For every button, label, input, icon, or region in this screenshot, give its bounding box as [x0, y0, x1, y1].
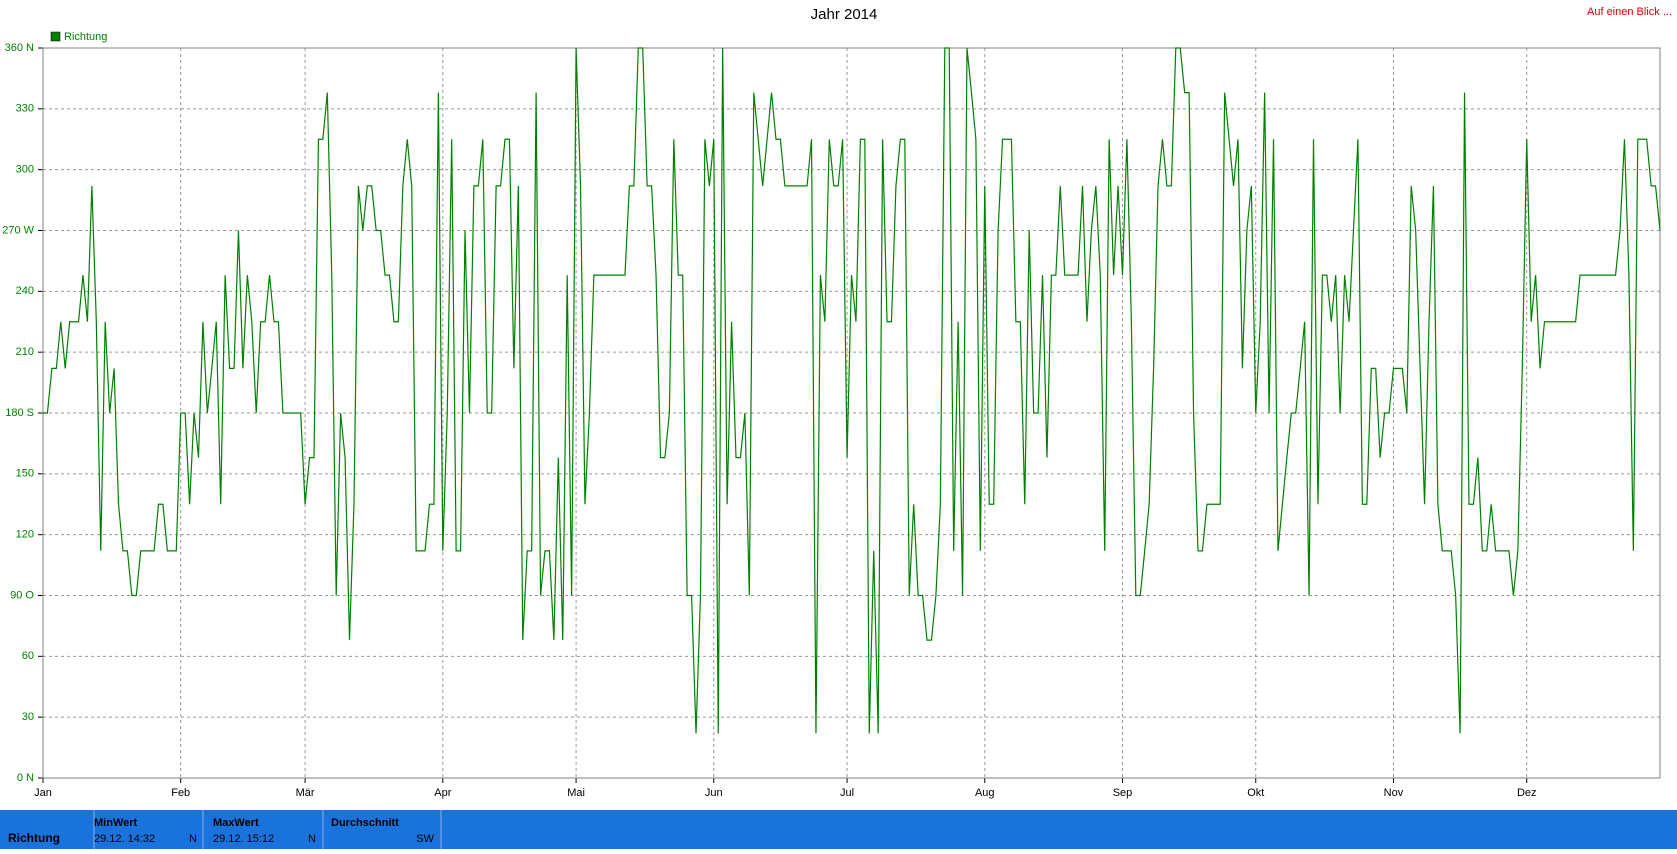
cell-title: MaxWert [213, 817, 259, 829]
y-tick-label: 240 [16, 285, 34, 297]
x-tick-label: Mär [296, 787, 315, 799]
y-tick-label: 180 S [5, 407, 34, 419]
y-tick-label: 150 [16, 468, 34, 480]
y-tick-label: 300 [16, 164, 34, 176]
cell-time: 29.12. 15:12 [213, 833, 274, 845]
x-tick-label: Okt [1247, 787, 1264, 799]
y-tick-label: 120 [16, 529, 34, 541]
x-tick-label: Jul [840, 787, 854, 799]
y-tick-label: 210 [16, 346, 34, 358]
legend-swatch [50, 31, 61, 42]
cell-time: 29.12. 14:32 [94, 833, 155, 845]
cell-title: MinWert [94, 817, 138, 829]
cell-dir: SW [416, 833, 434, 845]
y-tick-label: 30 [22, 711, 34, 723]
cell-title: Durchschnitt [331, 817, 399, 829]
y-tick-label: 270 W [2, 224, 34, 236]
x-tick-label: Jun [705, 787, 723, 799]
chart-title: Jahr 2014 [811, 6, 878, 23]
data-line [43, 47, 1661, 734]
y-tick-label: 360 N [5, 42, 34, 54]
overview-link[interactable]: Auf einen Blick ... [1587, 6, 1672, 18]
summary-bar [0, 810, 1677, 849]
summary-label: Richtung [8, 831, 60, 845]
cell-dir: N [308, 833, 316, 845]
legend-label: Richtung [64, 31, 107, 43]
y-tick-label: 90 O [10, 589, 34, 601]
y-tick-label: 330 [16, 103, 34, 115]
x-tick-label: Apr [434, 787, 451, 799]
x-tick-label: Aug [975, 787, 995, 799]
x-tick-label: Feb [171, 787, 190, 799]
x-tick-label: Dez [1517, 787, 1537, 799]
cell-dir: N [189, 833, 197, 845]
y-tick-label: 60 [22, 650, 34, 662]
x-tick-label: Mai [567, 787, 585, 799]
x-tick-label: Sep [1113, 787, 1133, 799]
x-tick-label: Jan [34, 787, 52, 799]
x-tick-label: Nov [1384, 787, 1404, 799]
y-tick-label: 0 N [17, 772, 34, 784]
